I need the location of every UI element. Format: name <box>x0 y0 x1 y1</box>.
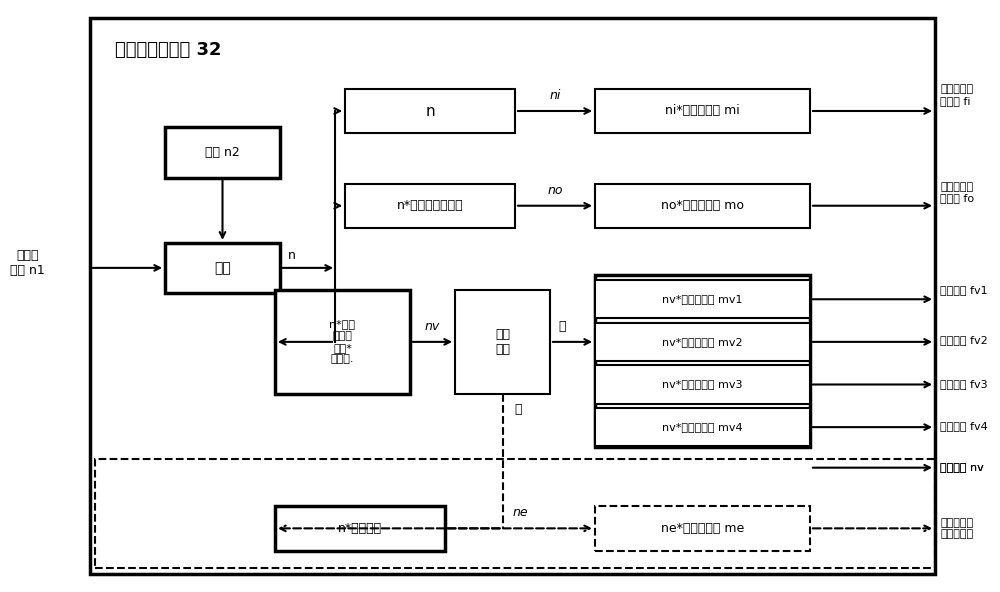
Text: 发动机
转速 n1: 发动机 转速 n1 <box>10 249 45 278</box>
FancyBboxPatch shape <box>595 275 810 447</box>
Text: 其他中间轴
传动轴频率: 其他中间轴 传动轴频率 <box>940 518 973 539</box>
Text: no: no <box>547 184 563 197</box>
FancyBboxPatch shape <box>345 89 515 133</box>
Text: ne*每转脉冲数 me: ne*每转脉冲数 me <box>661 522 744 535</box>
Text: ni*每转脉冲数 mi: ni*每转脉冲数 mi <box>665 105 740 117</box>
FancyBboxPatch shape <box>345 184 515 228</box>
Text: 变速箱输出
轴频率 fo: 变速箱输出 轴频率 fo <box>940 182 974 203</box>
Text: no*每转脉冲数 mo: no*每转脉冲数 mo <box>661 200 744 212</box>
FancyBboxPatch shape <box>595 89 810 133</box>
Text: nv*每转脉冲数 mv2: nv*每转脉冲数 mv2 <box>662 337 743 347</box>
Text: 选择: 选择 <box>214 261 231 275</box>
FancyBboxPatch shape <box>595 506 810 551</box>
Text: 变速箱输入
轴频率 fi: 变速箱输入 轴频率 fi <box>940 84 973 105</box>
Text: n: n <box>425 104 435 118</box>
FancyBboxPatch shape <box>275 506 445 551</box>
Text: 车轮频率 fv3: 车轮频率 fv3 <box>940 379 988 388</box>
Text: ni: ni <box>549 89 561 102</box>
FancyBboxPatch shape <box>595 408 810 446</box>
FancyBboxPatch shape <box>165 127 280 178</box>
Text: ne: ne <box>512 507 528 520</box>
Text: 是: 是 <box>558 320 566 333</box>
Text: 车轮频率 fv4: 车轮频率 fv4 <box>940 422 988 431</box>
Text: 转速 n2: 转速 n2 <box>205 146 240 159</box>
FancyBboxPatch shape <box>90 18 935 574</box>
Text: nv*每转脉冲数 mv1: nv*每转脉冲数 mv1 <box>662 294 743 304</box>
Text: 否: 否 <box>515 403 522 416</box>
Text: nv*每转脉冲数 mv3: nv*每转脉冲数 mv3 <box>662 379 743 390</box>
Text: 逻辑与计算处理 32: 逻辑与计算处理 32 <box>115 41 222 59</box>
FancyBboxPatch shape <box>595 323 810 361</box>
Text: nv*每转脉冲数 mv4: nv*每转脉冲数 mv4 <box>662 422 743 432</box>
Text: n*其他速比: n*其他速比 <box>338 522 382 535</box>
FancyBboxPatch shape <box>275 290 410 394</box>
FancyBboxPatch shape <box>595 365 810 404</box>
FancyBboxPatch shape <box>165 243 280 293</box>
FancyBboxPatch shape <box>595 280 810 318</box>
Text: n*变速箱某档速比: n*变速箱某档速比 <box>397 200 463 212</box>
Text: 车轮转速 nv: 车轮转速 nv <box>940 463 984 472</box>
FancyBboxPatch shape <box>455 290 550 394</box>
Text: 规则
波形: 规则 波形 <box>495 328 510 356</box>
Text: n*变速
箱某档
速比*
减速比.: n*变速 箱某档 速比* 减速比. <box>330 320 356 364</box>
Text: 车轮频率 fv2: 车轮频率 fv2 <box>940 336 988 345</box>
Text: n: n <box>288 249 296 262</box>
Text: 车轮转速 nv: 车轮转速 nv <box>940 463 984 472</box>
FancyBboxPatch shape <box>595 184 810 228</box>
Text: 车轮频率 fv1: 车轮频率 fv1 <box>940 285 988 295</box>
Text: nv: nv <box>425 320 440 333</box>
